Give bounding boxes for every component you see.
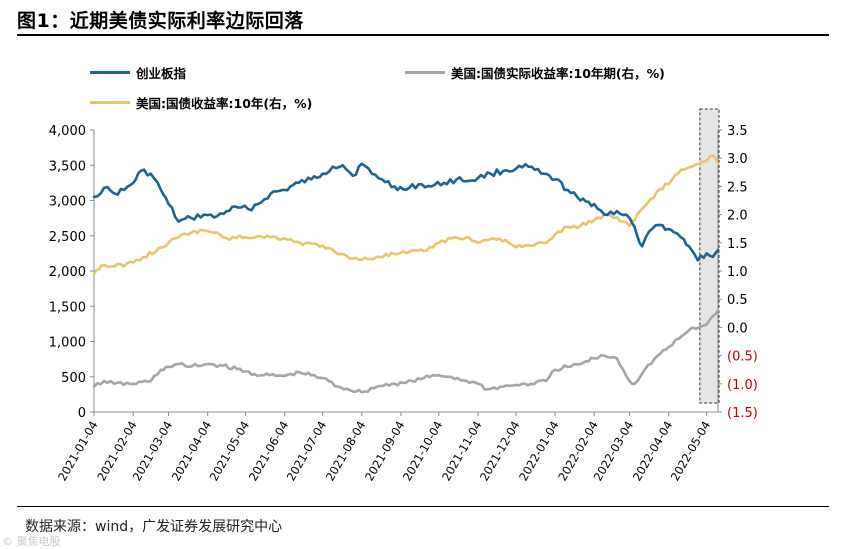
x-tick-label: 2021-07-04	[284, 419, 330, 484]
left-tick-label: 0	[78, 406, 86, 421]
watermark: © 聚焦电股	[2, 535, 61, 548]
x-tick-label: 2021-08-04	[323, 419, 369, 484]
left-tick-label: 4,000	[49, 124, 86, 139]
series-line-cyb	[92, 162, 720, 262]
source-note: 数据来源：wind，广发证券发展研究中心	[25, 519, 283, 535]
left-tick-label: 3,000	[49, 195, 86, 210]
legend-label-nominal-yield: 美国:国债收益率:10年(右，%)	[136, 96, 313, 111]
legend-item-real-yield: 美国:国债实际收益率:10年期(右，%)	[405, 63, 665, 82]
right-tick-label: 0.0	[727, 321, 748, 336]
left-tick-label: 2,000	[49, 265, 86, 280]
x-tick-label: 2021-05-04	[207, 419, 253, 484]
series-line-nominal-yield	[92, 154, 720, 276]
legend-swatch-real-yield	[405, 71, 445, 74]
x-tick-label: 2022-01-04	[516, 419, 562, 484]
left-tick-label: 3,500	[49, 159, 86, 174]
right-tick-label: 1.0	[727, 265, 748, 280]
right-tick-label: 0.5	[727, 293, 748, 308]
right-tick-label: (1.0)	[727, 378, 758, 393]
legend-swatch-cyb	[90, 71, 130, 74]
right-tick-label: 2.5	[727, 180, 748, 195]
right-tick-label: 1.5	[727, 237, 748, 252]
right-tick-label: 3.5	[727, 124, 748, 139]
source-divider	[17, 506, 829, 507]
x-tick-label: 2021-10-04	[400, 419, 446, 484]
x-tick-label: 2022-05-04	[668, 419, 714, 484]
chart-title: 图1：近期美债实际利率边际回落	[17, 10, 304, 32]
left-tick-label: 1,000	[49, 336, 86, 351]
x-tick-label: 2021-12-04	[477, 419, 523, 484]
legend-label-real-yield: 美国:国债实际收益率:10年期(右，%)	[451, 66, 665, 81]
legend-label-cyb: 创业板指	[136, 66, 187, 81]
legend-item-cyb: 创业板指	[90, 63, 186, 82]
legend-item-nominal-yield: 美国:国债收益率:10年(右，%)	[90, 93, 312, 112]
right-tick-label: (0.5)	[727, 350, 758, 365]
left-tick-label: 2,500	[49, 230, 86, 245]
right-tick-label: 3.0	[727, 152, 748, 167]
left-tick-label: 1,500	[49, 300, 86, 315]
title-bar: 图1：近期美债实际利率边际回落	[17, 4, 829, 36]
right-tick-label: (1.5)	[727, 406, 758, 421]
legend-swatch-nominal-yield	[90, 101, 130, 104]
series-line-real-yield	[92, 309, 720, 394]
left-tick-label: 500	[61, 371, 86, 386]
x-tick-label: 2021-01-04	[55, 419, 101, 484]
right-tick-label: 2.0	[727, 209, 748, 224]
